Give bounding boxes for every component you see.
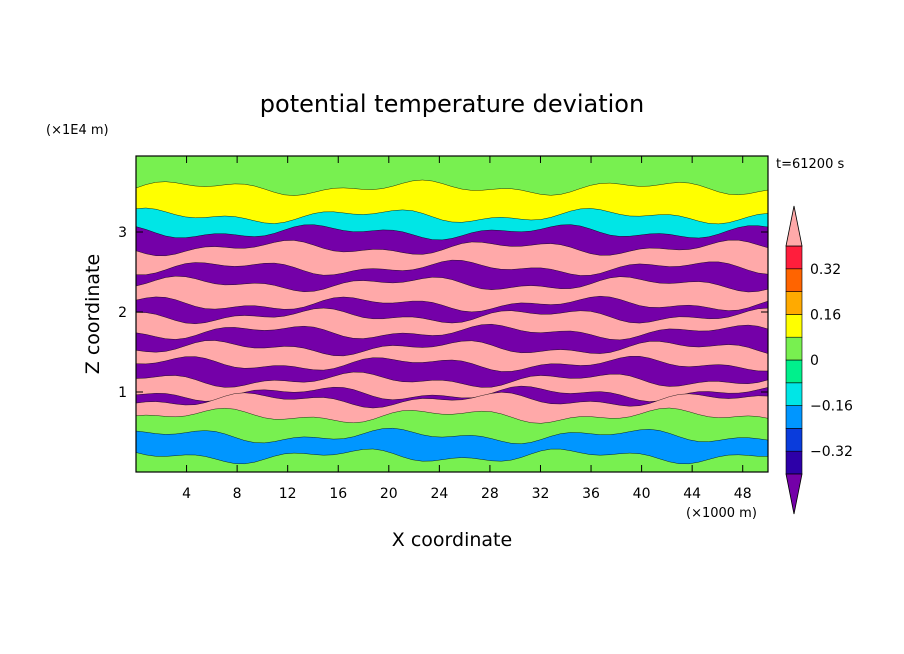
y-tick-label: 3 bbox=[118, 225, 127, 241]
y-axis: 1 2 3 bbox=[118, 225, 768, 401]
colorbar-tick-label: −0.16 bbox=[810, 399, 853, 415]
x-axis: 4 8 12 16 20 24 28 32 36 40 44 48 bbox=[182, 156, 752, 502]
x-tick-label: 24 bbox=[430, 486, 448, 502]
chart-title: potential temperature deviation bbox=[260, 90, 644, 118]
x-tick-label: 44 bbox=[683, 486, 701, 502]
x-tick-label: 40 bbox=[633, 486, 651, 502]
colorbar-segment bbox=[785, 336, 803, 361]
colorbar-segment bbox=[785, 268, 803, 292]
colorbar-segment bbox=[785, 245, 803, 270]
x-tick-label: 20 bbox=[380, 486, 398, 502]
colorbar-segment bbox=[785, 314, 803, 338]
plot-frame bbox=[135, 155, 769, 473]
y-unit-label: (×1E4 m) bbox=[46, 123, 109, 138]
colorbar-over-arrow bbox=[785, 205, 803, 247]
x-unit-label: (×1000 m) bbox=[686, 506, 757, 521]
x-tick-label: 48 bbox=[734, 486, 752, 502]
x-tick-label: 12 bbox=[279, 486, 297, 502]
x-tick-label: 32 bbox=[532, 486, 550, 502]
colorbar-segment bbox=[785, 428, 803, 452]
colorbar-segment bbox=[785, 382, 803, 406]
colorbar-segment bbox=[785, 291, 803, 315]
colorbar-segment bbox=[785, 405, 803, 429]
colorbar: 0.32 0.16 0 −0.16 −0.32 bbox=[785, 205, 853, 515]
x-axis-label: X coordinate bbox=[392, 529, 512, 551]
plot-area bbox=[136, 156, 768, 472]
colorbar-tick-label: 0.16 bbox=[810, 307, 841, 323]
x-tick-label: 28 bbox=[481, 486, 499, 502]
colorbar-segment bbox=[785, 450, 803, 475]
x-tick-label: 4 bbox=[182, 486, 191, 502]
colorbar-under-arrow bbox=[785, 473, 803, 515]
colorbar-tick-label: 0 bbox=[810, 353, 819, 369]
y-axis-label: Z coordinate bbox=[82, 254, 104, 374]
y-tick-label: 1 bbox=[118, 385, 127, 401]
x-tick-label: 8 bbox=[233, 486, 242, 502]
y-tick-label: 2 bbox=[118, 305, 127, 321]
x-tick-label: 16 bbox=[329, 486, 347, 502]
time-label: t=61200 s bbox=[776, 157, 844, 172]
colorbar-segment bbox=[785, 359, 803, 384]
colorbar-tick-label: 0.32 bbox=[810, 262, 841, 278]
field-layer bbox=[136, 448, 768, 472]
x-tick-label: 36 bbox=[582, 486, 600, 502]
colorbar-tick-label: −0.32 bbox=[810, 444, 853, 460]
